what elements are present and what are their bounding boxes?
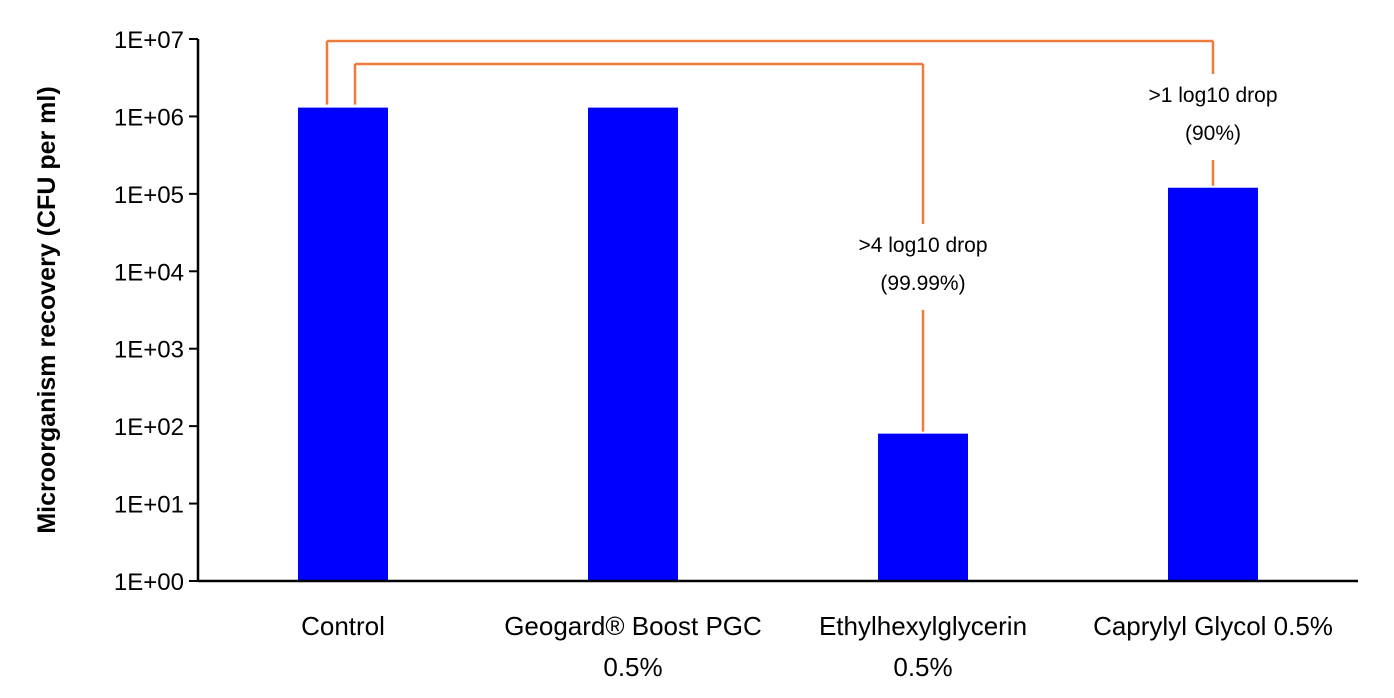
annotation-label: >4 log10 drop — [858, 234, 987, 257]
bar — [1168, 187, 1258, 581]
x-tick-label: Caprylyl Glycol 0.5% — [1093, 611, 1333, 641]
annotation-label: (99.99%) — [880, 272, 965, 295]
x-tick-label: Geogard® Boost PGC — [504, 611, 762, 641]
bars-group — [298, 107, 1258, 581]
bar — [298, 107, 388, 581]
y-tick-label: 1E+02 — [114, 414, 184, 441]
bar — [878, 433, 968, 581]
annotation-label: >1 log10 drop — [1148, 84, 1277, 107]
comparison-brackets: >4 log10 drop (99.99%) >1 log10 drop (90%) — [325, 39, 1278, 432]
y-tick-label: 1E+06 — [114, 104, 184, 131]
x-tick-label: 0.5% — [893, 652, 952, 682]
y-tick-label: 1E+00 — [114, 569, 184, 596]
x-tick-label: Control — [301, 611, 385, 641]
y-tick-label: 1E+03 — [114, 337, 184, 364]
y-tick-label: 1E+05 — [114, 182, 184, 209]
annotation-label: (90%) — [1185, 122, 1241, 145]
y-axis: 1E+00 1E+01 1E+02 1E+03 1E+04 1E+05 1E+06 1E+07 — [114, 27, 200, 596]
y-tick-label: 1E+07 — [114, 27, 184, 54]
bar — [588, 107, 678, 581]
x-tick-label: 0.5% — [603, 652, 662, 682]
x-tick-label: Ethylhexylglycerin — [819, 611, 1027, 641]
y-tick-label: 1E+01 — [114, 492, 184, 519]
x-axis: Control Geogard® Boost PGC 0.5% Ethylhexylg… — [198, 579, 1358, 682]
y-axis-label: Microorganism recovery (CFU per ml) — [33, 86, 61, 533]
y-tick-label: 1E+04 — [114, 259, 184, 286]
